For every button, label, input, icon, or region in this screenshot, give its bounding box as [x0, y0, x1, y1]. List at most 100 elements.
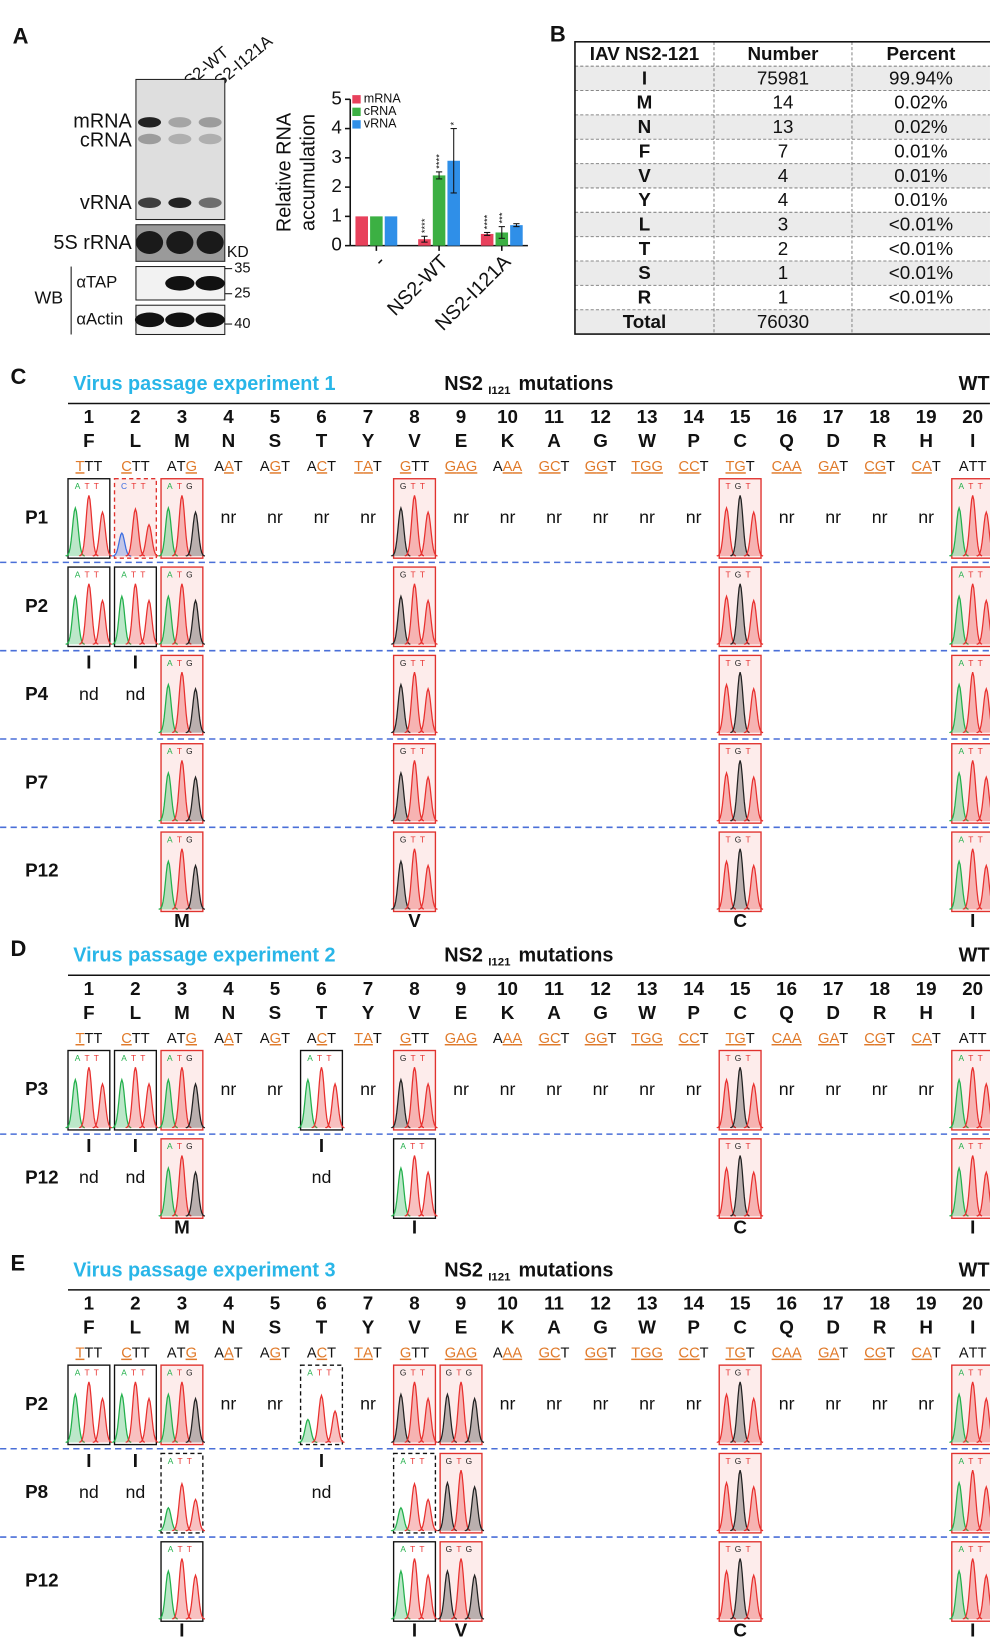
residue-number: 2	[130, 406, 140, 427]
codon-letter: A	[792, 1031, 802, 1047]
table-cell: Total	[623, 311, 667, 332]
codon-letter: T	[746, 459, 755, 475]
chromatogram: TGT	[717, 1051, 763, 1130]
codon-letter: T	[725, 1031, 734, 1047]
base-letter: A	[959, 1456, 969, 1466]
codon-letter: A	[363, 1031, 373, 1047]
base-letter: A	[75, 570, 85, 580]
residue-aa: A	[547, 430, 561, 451]
residue-number: 15	[730, 406, 751, 427]
chromatogram: ATT	[950, 1365, 990, 1444]
base-call: ATG	[167, 746, 197, 756]
codon-letter: T	[76, 459, 85, 475]
table-cell: 99.94%	[889, 67, 953, 88]
residue-number: 9	[456, 406, 466, 427]
codon-letter: A	[782, 1345, 792, 1361]
codon-letter: G	[652, 1031, 663, 1047]
passage-label: P12	[25, 1569, 58, 1590]
base-letter: T	[140, 1368, 149, 1378]
codon-letter: G	[585, 1031, 596, 1047]
codon: GCT	[539, 1031, 570, 1047]
base-call: TGT	[725, 835, 754, 845]
codon: GAT	[818, 1031, 848, 1047]
codon-letter: C	[317, 1345, 328, 1361]
base-letter: A	[959, 481, 969, 491]
cell-note: nr	[546, 1079, 562, 1099]
table-cell: I	[642, 67, 647, 88]
table-cell: 75981	[757, 67, 809, 88]
chromatogram: GTT	[392, 1365, 438, 1444]
experiment-title: Virus passage experiment 1	[73, 373, 335, 395]
base-letter: A	[959, 1053, 969, 1063]
base-call: TGT	[725, 746, 754, 756]
bar	[510, 225, 523, 245]
codon-letter: T	[746, 1031, 755, 1047]
codon-letter: G	[640, 1345, 651, 1361]
codon-letter: T	[132, 1031, 141, 1047]
codon-letter: T	[969, 459, 978, 475]
residue-number: 11	[544, 978, 564, 999]
codon-letter: A	[363, 459, 373, 475]
chromatogram: ATG	[159, 655, 205, 734]
base-letter: T	[326, 1368, 335, 1378]
codon-letter: A	[493, 1031, 503, 1047]
chromatogram: GTT	[392, 744, 438, 823]
table-cell: <0.01%	[889, 287, 954, 308]
base-letter: T	[84, 570, 93, 580]
base-call: GTT	[400, 481, 429, 491]
base-call: TGT	[725, 1456, 754, 1466]
codon-letter: G	[400, 1031, 411, 1047]
antibody-label: αActin	[76, 309, 123, 328]
cell-note: nr	[686, 1079, 702, 1099]
codon-letter: T	[969, 1031, 978, 1047]
residue-number: 3	[177, 1292, 187, 1313]
cell-note: nr	[872, 1394, 888, 1414]
base-letter: T	[94, 1368, 103, 1378]
codon-letter: G	[875, 1345, 886, 1361]
panel-label: E	[11, 1251, 26, 1276]
codon: AAT	[214, 1031, 243, 1047]
codon-letter: C	[772, 1031, 783, 1047]
chromatogram: ATT	[159, 1542, 205, 1621]
chromatogram: ATT	[298, 1365, 344, 1444]
base-letter: A	[121, 1368, 131, 1378]
codon: GGT	[585, 459, 617, 475]
codon: TAT	[354, 459, 382, 475]
base-letter: A	[168, 1544, 178, 1554]
base-letter: A	[959, 1141, 969, 1151]
residue-aa: N	[222, 430, 236, 451]
base-call: GTT	[400, 570, 429, 580]
base-letter: T	[131, 1368, 140, 1378]
codon-letter: C	[679, 459, 690, 475]
table-cell: S	[638, 262, 651, 283]
residue-number: 5	[270, 978, 280, 999]
base-call: ATG	[167, 1053, 197, 1063]
chromatogram: ATT	[950, 1139, 990, 1218]
result-label: C	[733, 910, 747, 931]
codon-letter: G	[734, 1345, 745, 1361]
table-cell: Percent	[886, 43, 956, 64]
base-letter: T	[745, 1368, 754, 1378]
base-letter: T	[419, 1544, 428, 1554]
base-call: ATG	[167, 835, 197, 845]
residue-number: 11	[544, 1292, 564, 1313]
band	[168, 198, 191, 208]
base-letter: T	[420, 1368, 429, 1378]
chromatogram: ATG	[159, 744, 205, 823]
base-letter: T	[94, 1053, 103, 1063]
chromatogram: ATG	[159, 567, 205, 646]
chromatogram: ATT	[392, 1453, 438, 1532]
base-letter: A	[959, 746, 969, 756]
passage-label: P3	[25, 1078, 48, 1099]
legend-label: vRNA	[364, 117, 397, 131]
residue-number: 13	[637, 1292, 658, 1313]
cell-note: nr	[546, 1394, 562, 1414]
codon-letter: A	[512, 1031, 522, 1047]
base-letter: A	[959, 570, 969, 580]
residue-number: 4	[223, 406, 234, 427]
table-cell: L	[639, 213, 650, 234]
base-letter: A	[307, 1368, 317, 1378]
codon-letter: G	[270, 459, 281, 475]
base-letter: T	[131, 570, 140, 580]
codon-letter: A	[214, 459, 224, 475]
